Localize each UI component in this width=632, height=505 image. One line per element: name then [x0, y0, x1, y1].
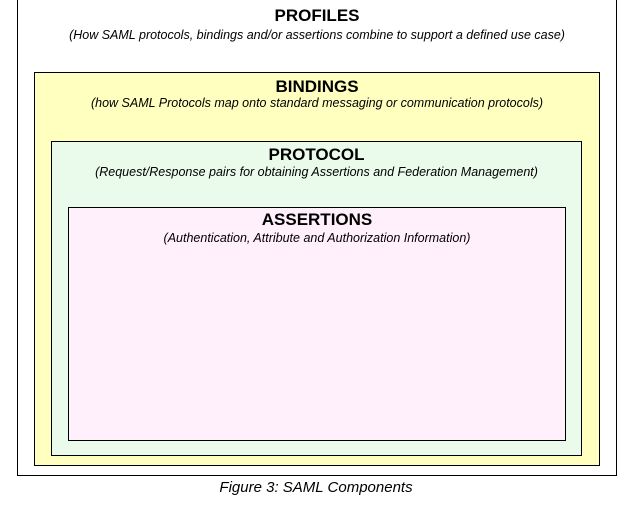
bindings-title: BINDINGS — [275, 77, 359, 96]
assertions-subtitle: (Authentication, Attribute and Authoriza… — [163, 231, 471, 245]
profiles-title: PROFILES — [274, 6, 360, 25]
protocol-title: PROTOCOL — [268, 145, 365, 164]
figure-caption: Figure 3: SAML Components — [219, 479, 413, 496]
assertions-layer-box: ASSERTIONS (Authentication, Attribute an… — [68, 207, 566, 441]
profiles-subtitle: (How SAML protocols, bindings and/or ass… — [69, 28, 565, 42]
assertions-title: ASSERTIONS — [261, 210, 373, 229]
protocol-subtitle: (Request/Response pairs for obtaining As… — [95, 165, 538, 179]
bindings-subtitle: (how SAML Protocols map onto standard me… — [90, 96, 544, 110]
